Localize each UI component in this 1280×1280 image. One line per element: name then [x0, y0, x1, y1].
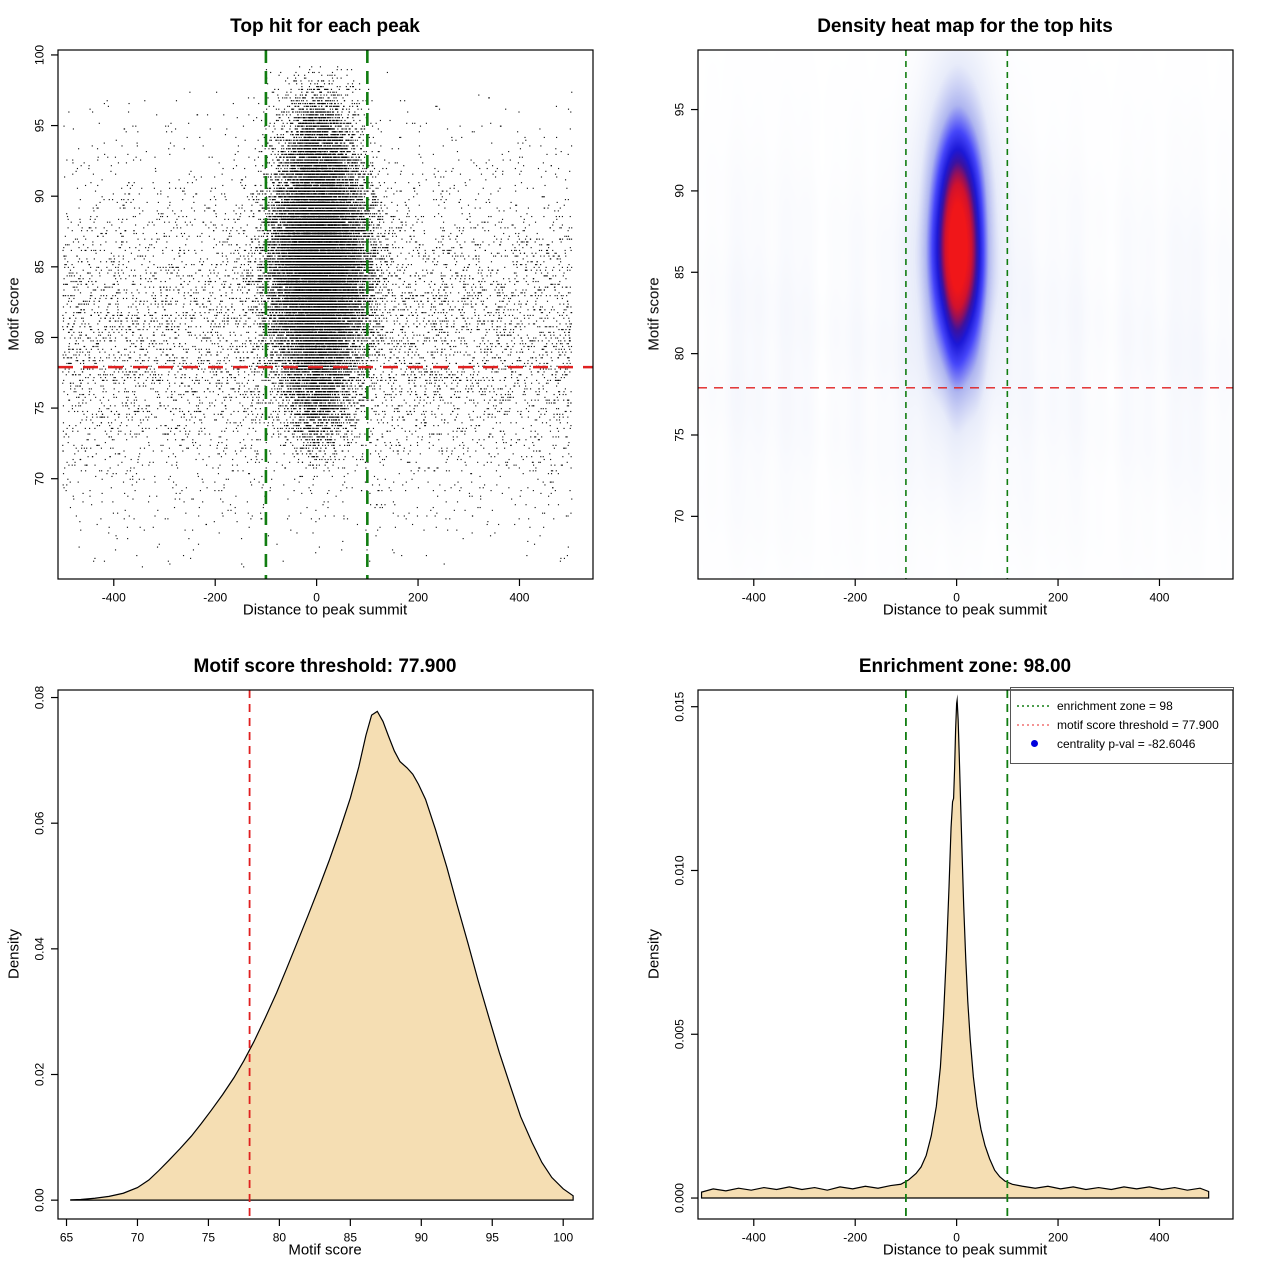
panel-density-heatmap: Density heat map for the top hits Distan…	[640, 0, 1280, 640]
x-axis-label: Distance to peak summit	[882, 1241, 1048, 1259]
legend-entry-motif-threshold: motif score threshold = 77.900	[1011, 715, 1233, 734]
y-axis-label: Density	[5, 928, 23, 980]
panel-title: Density heat map for the top hits	[817, 16, 1113, 37]
legend-label: enrichment zone = 98	[1057, 698, 1173, 713]
plot-legend: enrichment zone = 98 motif score thresho…	[1010, 687, 1234, 764]
score-density-canvas	[0, 640, 640, 1280]
legend-label: motif score threshold = 77.900	[1057, 717, 1219, 732]
heatmap-canvas	[640, 0, 1280, 640]
x-axis-label: Distance to peak summit	[242, 601, 408, 619]
x-axis-label: Distance to peak summit	[882, 601, 1048, 619]
y-axis-label: Motif score	[645, 277, 663, 351]
panel-top-hit-scatter: Top hit for each peak Distance to peak s…	[0, 0, 640, 640]
enrichment-density-canvas	[640, 640, 1280, 1280]
panel-title: Motif score threshold: 77.900	[193, 656, 457, 677]
y-axis-label: Motif score	[5, 277, 23, 351]
scatter-plot-canvas	[0, 0, 640, 640]
legend-entry-centrality-pval: centrality p-val = -82.6046	[1011, 734, 1233, 753]
blue-point-icon	[1011, 740, 1057, 747]
y-axis-label: Density	[645, 928, 663, 980]
legend-label: centrality p-val = -82.6046	[1057, 736, 1196, 751]
x-axis-label: Motif score	[288, 1241, 362, 1259]
panel-title: Enrichment zone: 98.00	[858, 656, 1072, 677]
green-dotted-line-icon	[1011, 704, 1057, 708]
panel-enrichment-zone-density: Enrichment zone: 98.00 Distance to peak …	[640, 640, 1280, 1280]
panel-title: Top hit for each peak	[230, 16, 420, 37]
panel-motif-score-density: Motif score threshold: 77.900 Motif scor…	[0, 640, 640, 1280]
red-dotted-line-icon	[1011, 723, 1057, 727]
legend-entry-enrichment-zone: enrichment zone = 98	[1011, 696, 1233, 715]
